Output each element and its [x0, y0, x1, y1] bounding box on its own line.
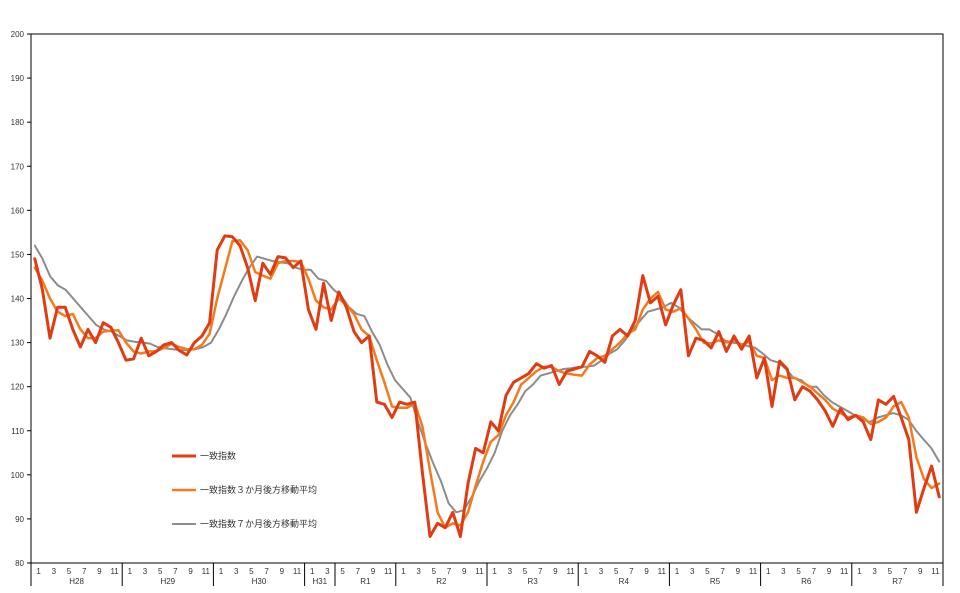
x-month-label: 11 [475, 567, 484, 576]
y-tick-label: 190 [11, 74, 25, 83]
y-tick-label: 80 [15, 559, 24, 568]
series-line-1 [33, 239, 941, 529]
x-month-label: 7 [629, 567, 634, 576]
x-group-label: R3 [527, 577, 538, 586]
y-tick-label: 90 [15, 515, 24, 524]
x-group-label: H29 [160, 577, 175, 586]
x-month-label: 7 [356, 567, 361, 576]
x-month-label: 1 [584, 567, 589, 576]
x-month-label: 3 [508, 567, 513, 576]
y-tick-label: 110 [11, 427, 24, 436]
x-month-label: 11 [931, 567, 940, 576]
x-month-label: 1 [857, 567, 862, 576]
plot-frame [30, 33, 944, 564]
x-month-label: 11 [840, 567, 849, 576]
x-month-label: 9 [644, 567, 649, 576]
x-month-label: 9 [553, 567, 558, 576]
x-month-label: 3 [599, 567, 604, 576]
x-group-label: R7 [892, 577, 903, 586]
x-month-label: 1 [310, 567, 315, 576]
x-month-label: 7 [447, 567, 452, 576]
x-month-label: 3 [325, 567, 330, 576]
x-month-label: 7 [720, 567, 725, 576]
x-month-label: 9 [97, 567, 102, 576]
y-tick-label: 150 [11, 250, 25, 259]
x-month-label: 9 [736, 567, 741, 576]
x-group-label: H30 [252, 577, 267, 586]
x-month-label: 9 [371, 567, 376, 576]
x-month-label: 3 [52, 567, 57, 576]
x-month-label: 3 [416, 567, 421, 576]
x-group-label: H31 [312, 577, 327, 586]
x-group-label: R4 [619, 577, 630, 586]
x-month-label: 7 [173, 567, 178, 576]
x-month-label: 5 [888, 567, 893, 576]
x-month-label: 1 [766, 567, 771, 576]
x-month-label: 11 [293, 567, 302, 576]
legend-label-2: 一致指数７か月後方移動平均 [200, 518, 317, 529]
y-tick-label: 140 [11, 295, 25, 304]
x-month-label: 9 [188, 567, 193, 576]
x-month-label: 7 [903, 567, 908, 576]
x-month-label: 7 [264, 567, 269, 576]
series-layer [33, 234, 941, 538]
x-month-label: 11 [566, 567, 575, 576]
x-month-label: 5 [705, 567, 710, 576]
x-month-label: 1 [401, 567, 406, 576]
y-axis: 80 90 100 110 120 130 140 150 160 170 180 190 200 [11, 30, 31, 568]
x-month-label: 5 [796, 567, 801, 576]
x-month-label: 1 [492, 567, 497, 576]
x-group-label: R2 [436, 577, 447, 586]
y-tick-label: 130 [11, 339, 25, 348]
x-month-label: 9 [918, 567, 923, 576]
y-tick-label: 200 [11, 30, 25, 39]
x-month-label: 3 [781, 567, 786, 576]
y-tick-label: 160 [11, 206, 25, 215]
x-month-label: 5 [614, 567, 619, 576]
y-tick-label: 170 [11, 162, 25, 171]
series-line-0 [33, 234, 941, 538]
x-month-label: 5 [340, 567, 345, 576]
plot-border [30, 33, 944, 564]
legend-label-0: 一致指数 [200, 450, 236, 461]
x-month-label: 5 [158, 567, 163, 576]
x-month-label: 9 [462, 567, 467, 576]
x-group-label: R5 [710, 577, 721, 586]
legend-label-1: 一致指数３か月後方移動平均 [200, 484, 317, 495]
x-month-label: 3 [872, 567, 877, 576]
series-line-2 [33, 244, 941, 514]
x-group-label: R1 [360, 577, 371, 586]
x-group-label: R6 [801, 577, 812, 586]
x-month-label: 11 [658, 567, 667, 576]
x-month-label: 9 [280, 567, 285, 576]
y-tick-label: 180 [11, 118, 25, 127]
x-month-label: 3 [143, 567, 148, 576]
x-month-label: 5 [249, 567, 254, 576]
x-month-label: 1 [675, 567, 680, 576]
x-month-label: 1 [36, 567, 41, 576]
x-month-label: 7 [82, 567, 87, 576]
y-tick-label: 100 [11, 471, 25, 480]
x-month-label: 11 [110, 567, 119, 576]
x-month-label: 9 [827, 567, 832, 576]
x-month-label: 7 [812, 567, 817, 576]
x-month-label: 5 [523, 567, 528, 576]
x-month-label: 11 [749, 567, 758, 576]
x-month-label: 5 [432, 567, 437, 576]
x-axis: 1 3 5 7 9 11 1 3 5 7 9 11 1 3 5 7 9 11 1 3 5 7 9 11 1 3 5 7 9 11 1 3 5 7 9… [30, 563, 944, 586]
y-tick-label: 120 [11, 383, 25, 392]
x-month-label: 1 [128, 567, 133, 576]
x-month-label: 1 [219, 567, 224, 576]
x-month-label: 3 [234, 567, 239, 576]
x-month-label: 3 [690, 567, 695, 576]
x-group-label: H28 [69, 577, 84, 586]
x-month-label: 5 [67, 567, 72, 576]
x-month-label: 11 [202, 567, 211, 576]
x-month-label: 7 [538, 567, 543, 576]
x-month-label: 11 [384, 567, 393, 576]
